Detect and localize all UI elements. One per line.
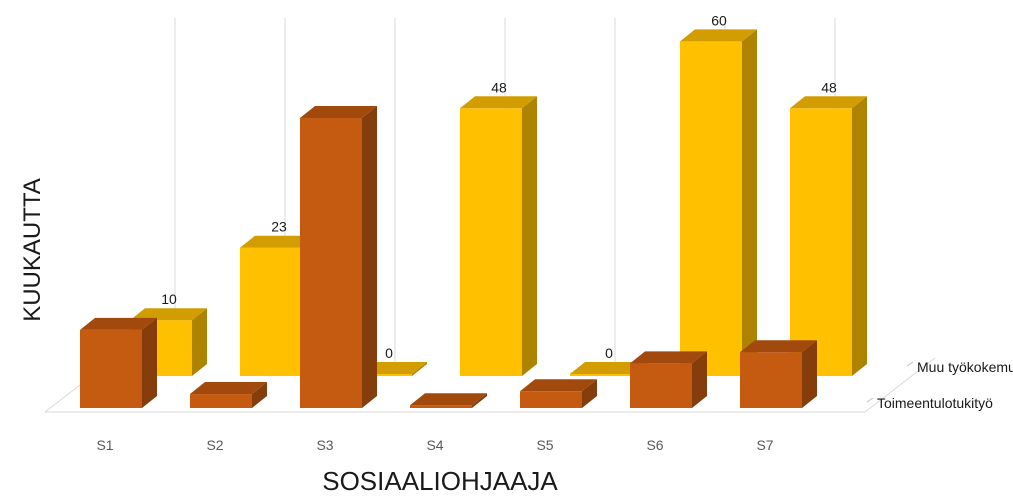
- bar-top-face: [460, 96, 537, 109]
- depth-tick: [866, 397, 874, 403]
- bar-side-face: [142, 317, 157, 408]
- x-tick-label: S1: [96, 437, 113, 453]
- data-label: 48: [821, 79, 837, 95]
- bar-side-face: [692, 351, 707, 408]
- data-label: 48: [491, 79, 507, 95]
- bar-side-face: [582, 379, 597, 408]
- bar-Toimeentulotukityö-S7: [740, 340, 817, 408]
- bar-top-face: [630, 351, 707, 364]
- bar-front-face: [300, 118, 362, 408]
- bar-Toimeentulotukityö-S2: [190, 382, 267, 408]
- bar-top-face: [790, 96, 867, 109]
- bar-Muu työkokemus-S7: [790, 96, 867, 377]
- bar-front-face: [570, 374, 632, 376]
- bar-top-face: [680, 29, 757, 42]
- bar-Toimeentulotukityö-S5: [520, 379, 597, 408]
- data-label: 0: [605, 345, 613, 361]
- bar-top-face: [240, 235, 317, 248]
- bar-front-face: [350, 374, 412, 376]
- bar-side-face: [852, 96, 867, 377]
- bars: [80, 29, 867, 408]
- bar-side-face: [742, 29, 757, 377]
- bar-Muu työkokemus-S4: [460, 96, 537, 377]
- depth-axis-label: Toimeentulotukityö: [877, 395, 993, 411]
- bar-top-face: [130, 308, 207, 321]
- bar-Toimeentulotukityö-S1: [80, 317, 157, 408]
- bar-front-face: [790, 108, 852, 377]
- data-label: 23: [271, 219, 287, 235]
- bar-Toimeentulotukityö-S3: [300, 106, 377, 408]
- bar-front-face: [240, 247, 302, 376]
- depth-axis-labels: Toimeentulotukityö Muu työkokemus: [866, 359, 1013, 411]
- bar-top-face: [570, 362, 647, 374]
- bar-front-face: [80, 329, 142, 408]
- data-labels: 10 23 0 48 0 60 48 2,5 10 12: [161, 12, 837, 381]
- data-label: 60: [711, 12, 727, 28]
- x-tick-label: S3: [316, 437, 333, 453]
- bar-top-face: [190, 382, 267, 395]
- x-tick-label: S7: [756, 437, 773, 453]
- data-label: 12: [771, 323, 787, 339]
- bar-side-face: [472, 393, 487, 408]
- bar-front-face: [190, 394, 252, 408]
- bar-front-face: [680, 41, 742, 377]
- bar-Muu työkokemus-S6: [680, 29, 757, 377]
- bar-side-face: [412, 362, 427, 376]
- x-tick-label: S6: [646, 437, 663, 453]
- bar-top-face: [410, 393, 487, 406]
- data-label: 2,5: [219, 365, 239, 381]
- y-axis-title: KUUKAUTTA: [19, 178, 46, 322]
- bar-top-face: [520, 379, 597, 392]
- floor-right-edge: [864, 357, 936, 413]
- depth-tick: [906, 361, 914, 367]
- bar-side-face: [522, 96, 537, 377]
- bar-side-face: [802, 340, 817, 408]
- data-label: 10: [661, 334, 677, 350]
- bar-Toimeentulotukityö-S4: [410, 393, 487, 408]
- bar-front-face: [410, 405, 472, 408]
- bar-top-face: [740, 340, 817, 353]
- bar-front-face: [740, 352, 802, 408]
- bar-top-face: [300, 106, 377, 118]
- x-axis-title: SOSIAALIOHJAAJA: [322, 466, 558, 496]
- x-tick-label: S5: [536, 437, 553, 453]
- x-tick-labels: S1 S2 S3 S4 S5 S6 S7: [96, 437, 773, 453]
- bar-side-face: [252, 382, 267, 408]
- x-tick-label: S4: [426, 437, 443, 453]
- bar-Toimeentulotukityö-S6: [630, 351, 707, 408]
- bar-front-face: [630, 363, 692, 408]
- data-label: 0: [385, 345, 393, 361]
- depth-axis-label: Muu työkokemus: [917, 359, 1013, 375]
- data-label: 10: [161, 291, 177, 307]
- bar-side-face: [192, 308, 207, 376]
- bar-front-face: [520, 391, 582, 408]
- bar-side-face: [362, 106, 377, 408]
- x-tick-label: S2: [206, 437, 223, 453]
- bar-top-face: [80, 317, 157, 330]
- bar-front-face: [460, 108, 522, 377]
